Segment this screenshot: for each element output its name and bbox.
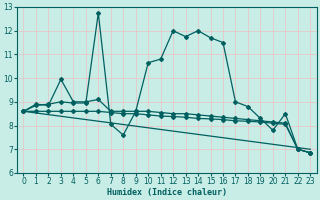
X-axis label: Humidex (Indice chaleur): Humidex (Indice chaleur) xyxy=(107,188,227,197)
